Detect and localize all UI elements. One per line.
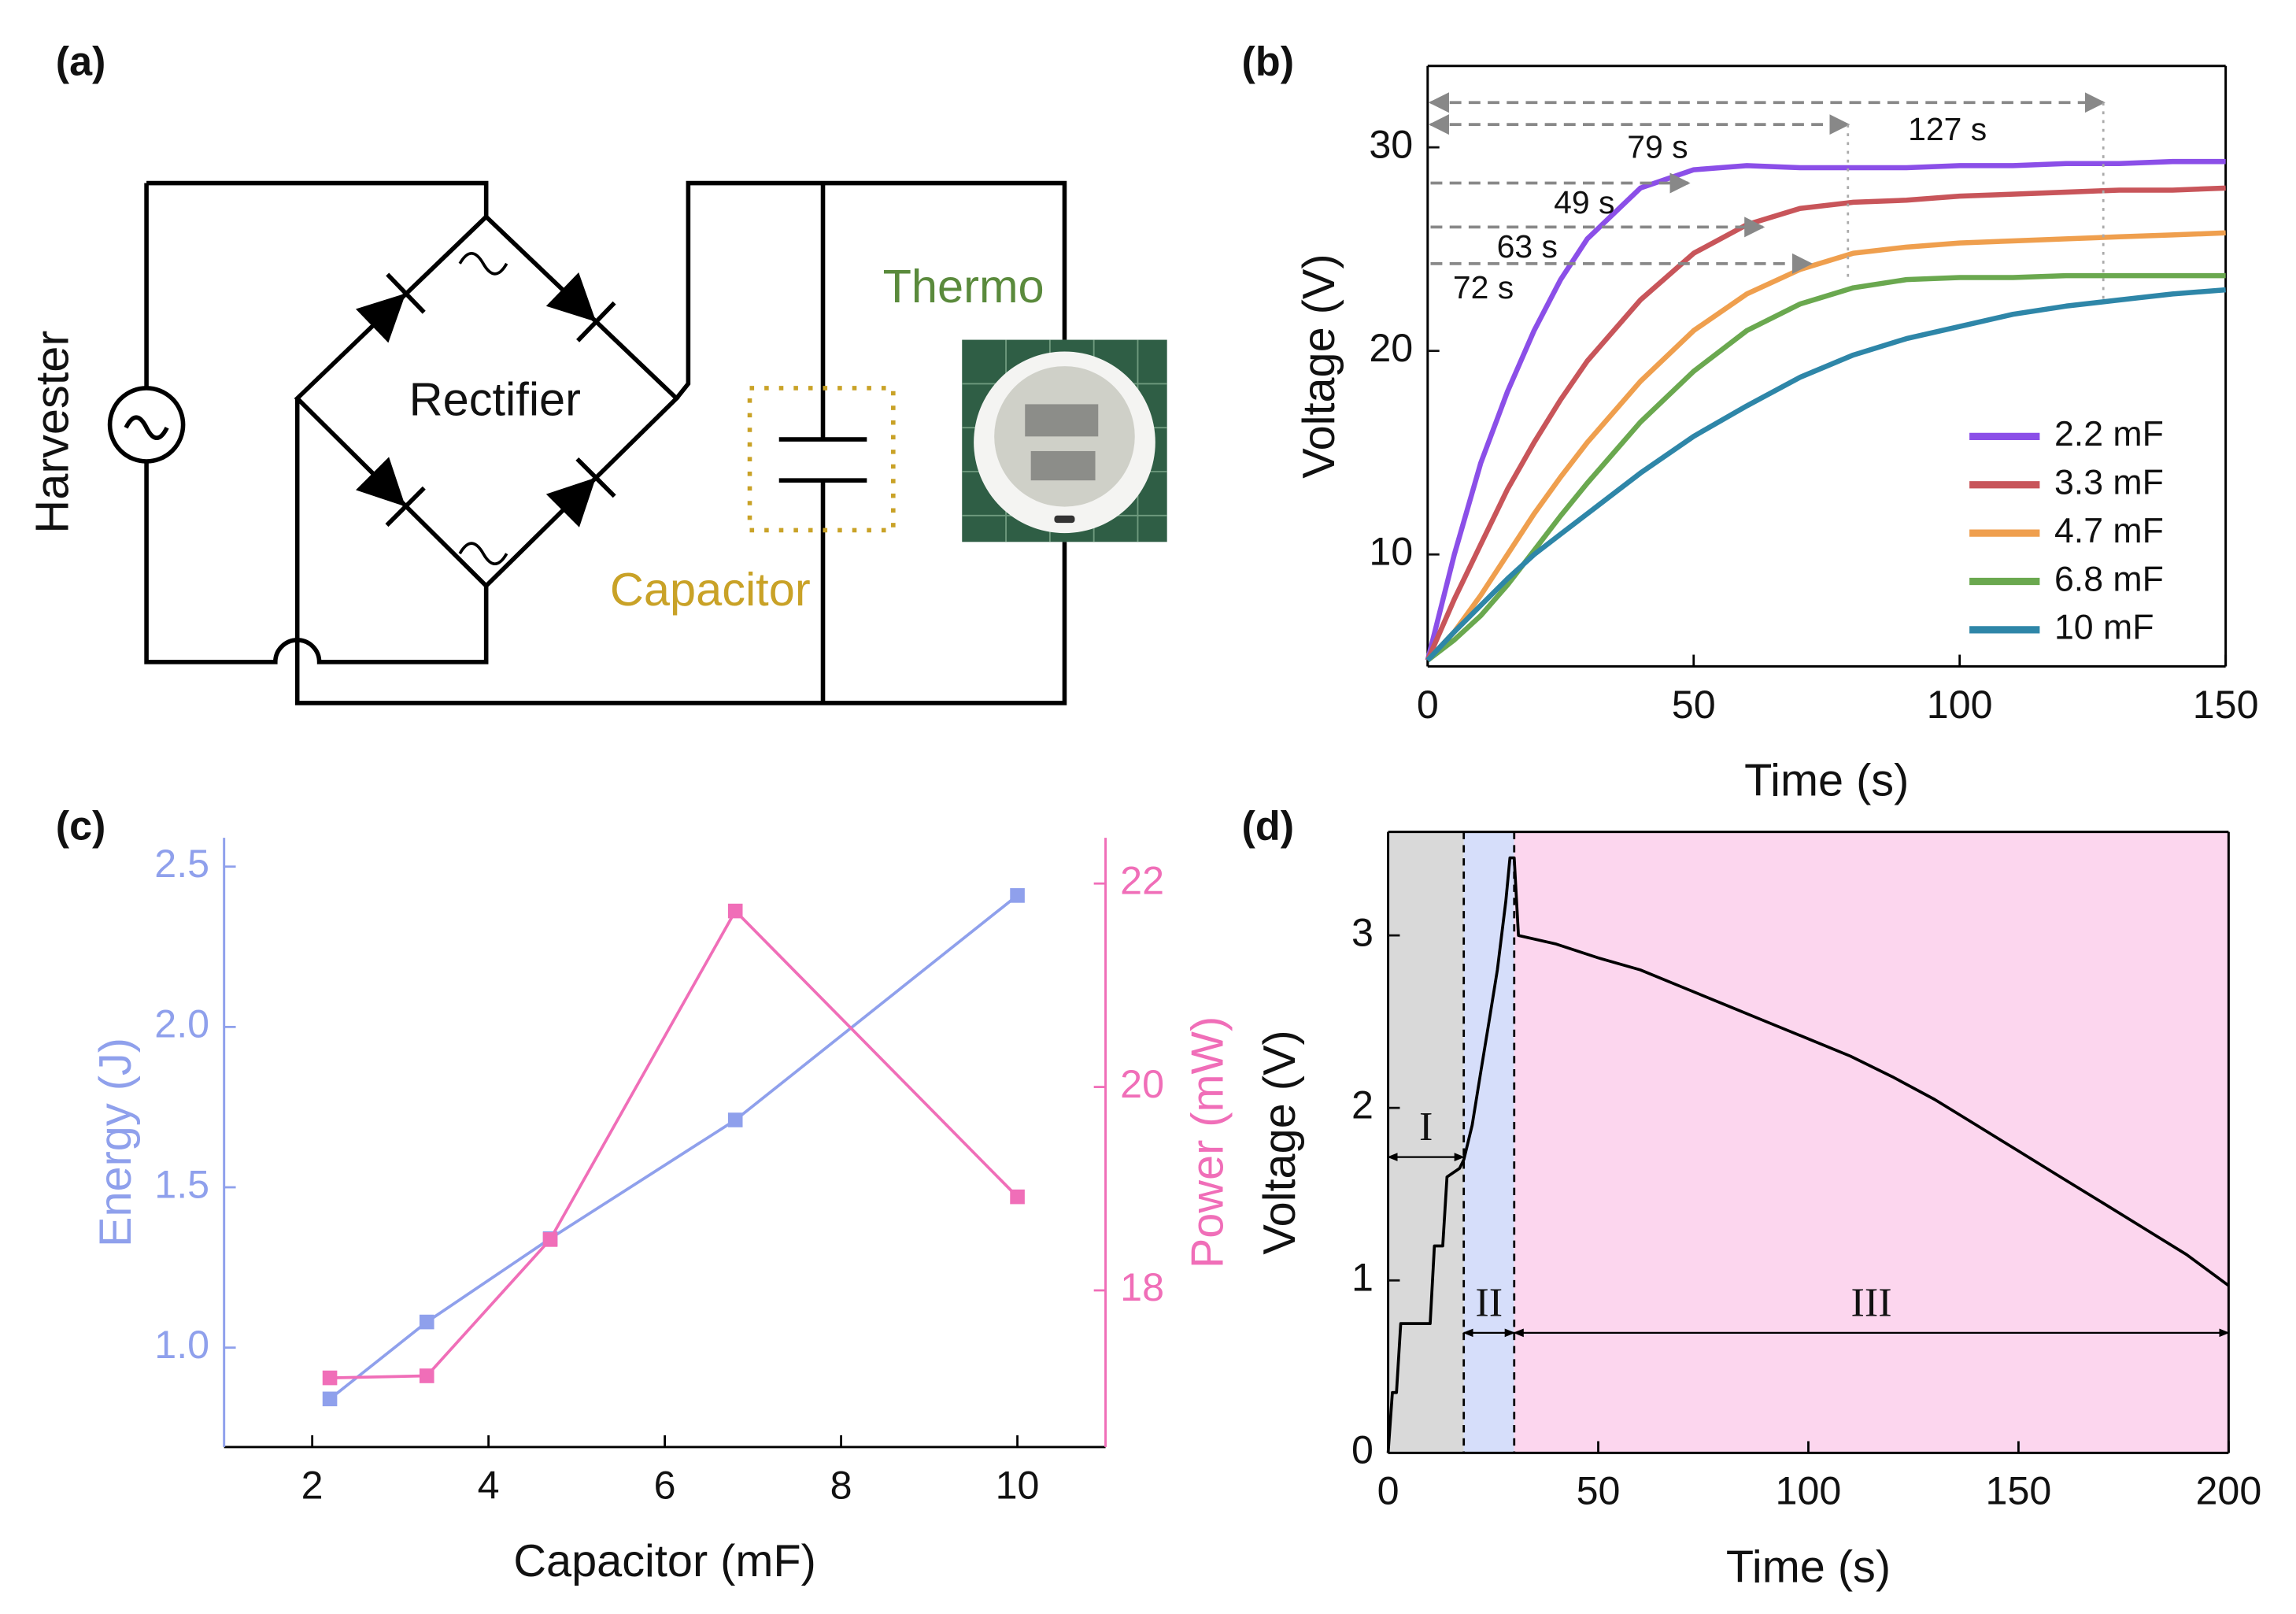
annotation-label: 72 s	[1453, 269, 1514, 305]
series-line	[1425, 158, 2226, 661]
panel-label: (c)	[56, 804, 106, 850]
x-tick-label: 150	[1986, 1469, 2052, 1513]
series-line	[329, 909, 1019, 1379]
rectifier-label: Rectifier	[409, 372, 581, 425]
y-axis-title: Voltage (V)	[1255, 1030, 1305, 1254]
y2-tick-label: 20	[1120, 1062, 1164, 1106]
region-label: III	[1851, 1280, 1892, 1325]
x-tick-label: 200	[2195, 1469, 2261, 1513]
y-tick-label: 0	[1351, 1428, 1374, 1472]
marker	[322, 1370, 338, 1386]
x-tick-label: 10	[996, 1463, 1040, 1507]
x-tick-label: 0	[1377, 1469, 1399, 1513]
legend-label: 3.3 mF	[2054, 464, 2164, 502]
capacitor-label: Capacitor	[610, 563, 811, 616]
marker	[727, 1112, 743, 1127]
x-tick-label: 0	[1417, 683, 1439, 727]
x-tick-label: 8	[830, 1463, 852, 1507]
y-tick-label: 30	[1369, 122, 1413, 166]
y-axis-title: Energy (J)	[91, 1038, 141, 1247]
x-tick-label: 2	[301, 1463, 324, 1507]
series-line	[1386, 856, 2230, 1453]
annotation-label: 127 s	[1908, 111, 1987, 147]
source-label: Harvester	[25, 331, 78, 534]
region-label: II	[1475, 1280, 1503, 1325]
annotation-label: 79 s	[1627, 129, 1688, 165]
x-tick-label: 4	[478, 1463, 500, 1507]
legend-label: 4.7 mF	[2054, 512, 2164, 550]
x-tick-label: 50	[1577, 1469, 1621, 1513]
circuit	[107, 180, 1167, 705]
x-axis-title: Time (s)	[1726, 1542, 1891, 1592]
x-axis-title: Capacitor (mF)	[513, 1536, 815, 1586]
x-axis-title: Time (s)	[1744, 755, 1909, 805]
marker	[419, 1314, 434, 1330]
y-tick-label: 10	[1369, 529, 1413, 573]
region	[1463, 831, 1514, 1453]
y2-tick-label: 18	[1120, 1265, 1164, 1309]
marker	[419, 1368, 434, 1383]
load-label: Thermo	[883, 260, 1044, 313]
y-tick-label: 2.5	[154, 842, 209, 886]
y-tick-label: 2	[1351, 1083, 1374, 1127]
panel-label: (b)	[1242, 39, 1295, 85]
x-tick-label: 150	[2193, 683, 2259, 727]
series-line	[1425, 230, 2226, 662]
y2-tick-label: 22	[1120, 858, 1164, 902]
legend-label: 6.8 mF	[2054, 560, 2164, 598]
series-line	[1425, 287, 2226, 662]
y-tick-label: 2.0	[154, 1002, 209, 1046]
panel-label: (a)	[56, 39, 106, 85]
y-tick-label: 3	[1351, 910, 1374, 954]
y-tick-label: 1.5	[154, 1162, 209, 1206]
annotation-label: 49 s	[1554, 184, 1614, 220]
annotation-label: 63 s	[1497, 228, 1558, 265]
series-line	[1425, 272, 2226, 663]
marker	[322, 1391, 338, 1407]
y-tick-label: 1	[1351, 1256, 1374, 1300]
region	[1388, 831, 1464, 1453]
x-tick-label: 100	[1927, 683, 1993, 727]
panel-label: (d)	[1242, 804, 1295, 850]
marker	[1010, 888, 1025, 903]
region-label: I	[1419, 1105, 1433, 1149]
region	[1514, 831, 2229, 1453]
legend-label: 2.2 mF	[2054, 415, 2164, 453]
y-axis-title: Voltage (V)	[1294, 254, 1344, 478]
x-tick-label: 100	[1776, 1469, 1842, 1513]
x-tick-label: 6	[654, 1463, 676, 1507]
marker	[727, 903, 743, 919]
y2-axis-title: Power (mW)	[1183, 1016, 1233, 1268]
marker	[542, 1232, 558, 1247]
y-tick-label: 1.0	[154, 1323, 209, 1367]
marker	[1010, 1189, 1025, 1205]
y-tick-label: 20	[1369, 326, 1413, 370]
legend-label: 10 mF	[2054, 609, 2154, 647]
x-tick-label: 50	[1672, 683, 1716, 727]
